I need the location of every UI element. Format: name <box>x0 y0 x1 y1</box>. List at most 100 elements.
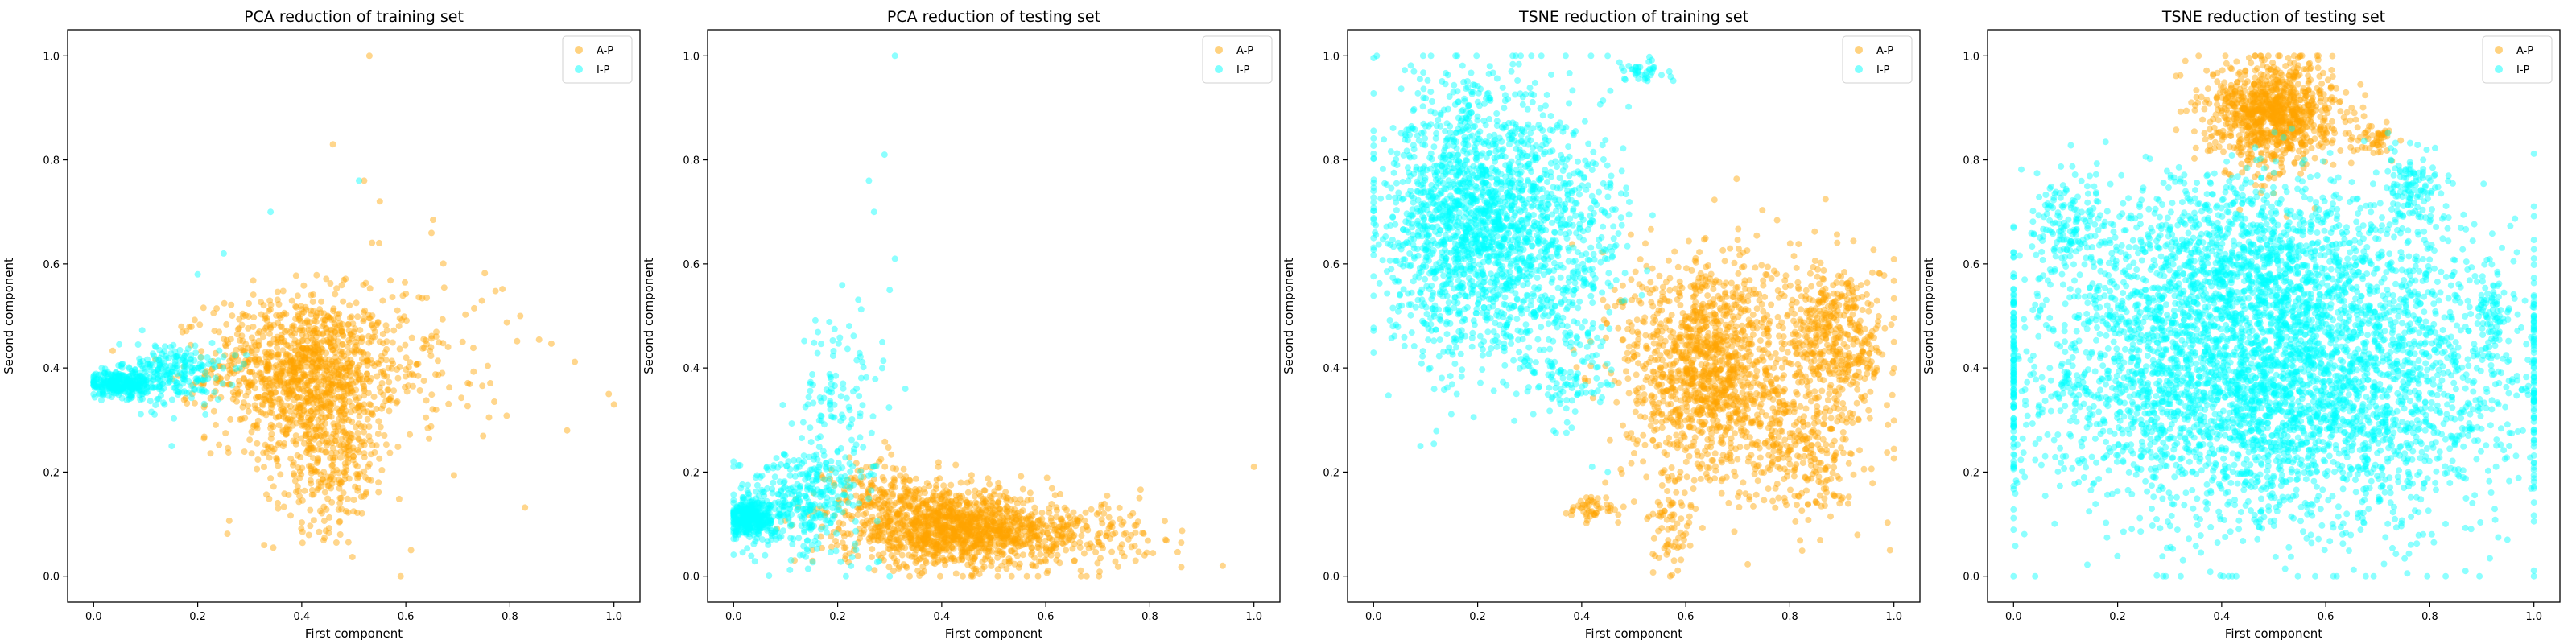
data-point <box>107 380 114 387</box>
data-point <box>912 526 919 534</box>
data-point <box>800 510 807 517</box>
data-point <box>99 384 106 391</box>
data-point <box>826 319 833 325</box>
data-point <box>262 315 268 322</box>
data-point <box>432 406 440 413</box>
data-point <box>1709 344 1716 351</box>
data-point <box>305 347 312 354</box>
data-point <box>900 561 907 568</box>
data-point <box>300 440 308 447</box>
data-point <box>1760 386 1767 394</box>
data-point <box>274 351 281 358</box>
data-point <box>1137 486 1144 493</box>
data-point <box>321 420 328 427</box>
data-point <box>345 509 352 516</box>
data-point <box>936 475 943 482</box>
data-point <box>935 504 943 511</box>
data-point <box>270 544 277 551</box>
data-point <box>302 351 309 358</box>
data-point <box>1734 395 1741 402</box>
data-point <box>811 316 819 324</box>
data-point <box>296 363 303 370</box>
data-point <box>999 531 1006 539</box>
data-point <box>1008 572 1015 580</box>
data-point <box>547 340 555 347</box>
data-point <box>954 516 961 523</box>
data-point <box>365 477 372 483</box>
data-point <box>275 339 282 345</box>
data-point <box>302 303 309 311</box>
data-point <box>266 340 274 347</box>
data-point <box>873 494 879 502</box>
data-point <box>906 477 913 484</box>
data-point <box>173 365 180 372</box>
data-point <box>137 382 144 390</box>
data-point <box>346 363 353 370</box>
data-point <box>285 378 292 386</box>
data-point <box>947 514 954 521</box>
data-point <box>364 357 371 365</box>
data-point <box>298 414 305 421</box>
data-point <box>334 394 341 401</box>
data-point <box>290 369 297 376</box>
data-point <box>964 511 971 518</box>
data-point <box>1725 419 1732 426</box>
data-point <box>310 351 317 358</box>
data-point <box>345 349 352 357</box>
data-point <box>322 382 329 390</box>
data-point <box>1069 521 1076 528</box>
data-point <box>791 557 798 564</box>
data-point <box>886 287 894 294</box>
data-point <box>137 358 144 365</box>
data-point <box>381 373 388 380</box>
data-point <box>947 506 954 513</box>
data-point <box>1692 315 1699 322</box>
data-point <box>1639 399 1646 407</box>
data-point <box>1711 398 1719 406</box>
data-point <box>968 572 975 580</box>
data-point <box>988 526 995 533</box>
data-point <box>344 356 351 363</box>
data-point <box>180 368 188 375</box>
data-point <box>134 374 142 382</box>
data-point <box>341 365 349 372</box>
data-point <box>371 362 378 369</box>
data-point <box>1005 514 1012 521</box>
data-point <box>361 307 369 314</box>
data-point <box>1028 544 1035 551</box>
data-point <box>868 487 875 494</box>
data-point <box>739 517 746 524</box>
data-point <box>106 378 114 384</box>
data-point <box>962 536 969 543</box>
data-point <box>738 501 745 508</box>
data-point <box>396 315 403 322</box>
data-point <box>204 375 212 382</box>
data-point <box>1071 557 1078 564</box>
data-point <box>923 550 931 557</box>
data-point <box>120 387 127 394</box>
data-point <box>776 510 783 518</box>
data-point <box>1761 314 1768 321</box>
data-point <box>175 352 182 359</box>
data-point <box>330 420 337 427</box>
data-point <box>1135 548 1142 555</box>
data-point <box>427 423 435 430</box>
data-point <box>303 345 310 352</box>
data-point <box>326 338 332 345</box>
data-point <box>994 572 1001 580</box>
data-point <box>353 510 361 516</box>
data-point <box>296 468 303 475</box>
data-point <box>1057 515 1064 522</box>
data-point <box>895 539 902 547</box>
data-point <box>276 377 283 384</box>
data-point <box>1734 374 1740 381</box>
data-point <box>1059 515 1066 522</box>
data-point <box>905 530 912 538</box>
data-point <box>368 322 375 329</box>
data-point <box>897 542 904 549</box>
data-point <box>940 530 947 537</box>
data-point <box>999 533 1006 540</box>
data-point <box>1133 522 1140 529</box>
data-point <box>893 513 900 520</box>
data-point <box>316 306 324 313</box>
